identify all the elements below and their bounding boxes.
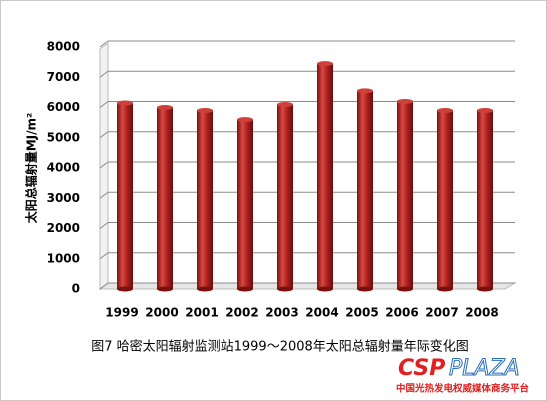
bar	[277, 104, 293, 289]
bar-top	[157, 105, 173, 110]
bar-base	[437, 286, 453, 292]
bar	[317, 63, 333, 290]
bar-top	[237, 117, 253, 123]
bar-base	[117, 286, 133, 292]
bar-base	[477, 286, 493, 292]
x-tick-label: 2002	[225, 306, 258, 320]
x-tick-label: 2006	[385, 306, 418, 320]
grid-line	[99, 131, 515, 139]
y-tick-label: 2000	[47, 221, 80, 235]
y-tick-label: 1000	[47, 251, 80, 265]
y-tick-label: 4000	[47, 161, 80, 175]
x-tick-label: 2003	[265, 306, 298, 320]
y-tick-label: 8000	[47, 40, 80, 54]
grid-line	[99, 222, 515, 229]
grid-line	[99, 70, 515, 78]
bar-top	[317, 61, 333, 67]
bar	[117, 102, 133, 290]
bar-base	[197, 286, 213, 292]
bar-base	[157, 286, 173, 292]
bar-top	[397, 98, 413, 104]
bar	[157, 107, 173, 289]
brand-tagline: 中国光热发电权威媒体商务平台	[396, 383, 530, 395]
grid-line	[99, 282, 515, 290]
bar-base	[317, 286, 333, 292]
brand-plaza: PLAZA	[449, 356, 520, 381]
bar-top	[437, 108, 453, 114]
x-tick-label: 2000	[145, 306, 178, 320]
bar	[197, 110, 213, 290]
y-tick-label: 6000	[47, 100, 80, 114]
grid-line	[99, 191, 515, 199]
bar-top	[197, 108, 213, 114]
x-tick-label: 2001	[185, 306, 218, 320]
bar	[477, 110, 493, 290]
bar-base	[277, 286, 293, 292]
x-tick-label: 1999	[105, 306, 138, 320]
bar	[397, 101, 413, 289]
bar	[437, 110, 453, 290]
bar-top	[117, 100, 133, 106]
bar-base	[397, 286, 413, 292]
brand-csp: CSP	[398, 356, 445, 381]
x-tick-label: 2007	[425, 306, 458, 320]
bar-base	[357, 286, 373, 292]
y-tick-label: 0	[72, 282, 80, 296]
bar-base	[237, 286, 253, 292]
bar	[357, 90, 373, 289]
x-tick-label: 2005	[345, 306, 378, 320]
x-tick-label: 2008	[465, 306, 498, 320]
bar-top	[357, 88, 373, 94]
y-tick-label: 3000	[47, 191, 80, 205]
y-tick-label: 5000	[47, 130, 80, 144]
x-tick-label: 2004	[305, 306, 338, 320]
grid-line	[99, 161, 515, 169]
bar-top	[277, 101, 293, 107]
caption: 图7 哈密太阳辐射监测站1999～2008年太阳总辐射量年际变化图	[91, 339, 469, 355]
y-tick-label: 7000	[47, 70, 80, 84]
grid-line	[99, 252, 515, 260]
bar-top	[477, 108, 493, 114]
y-axis-title: 太阳总辐射量MJ/m²	[24, 113, 39, 224]
side-wall	[99, 42, 109, 290]
grid-line	[99, 40, 515, 48]
grid-line	[99, 101, 515, 108]
bar	[237, 119, 253, 289]
